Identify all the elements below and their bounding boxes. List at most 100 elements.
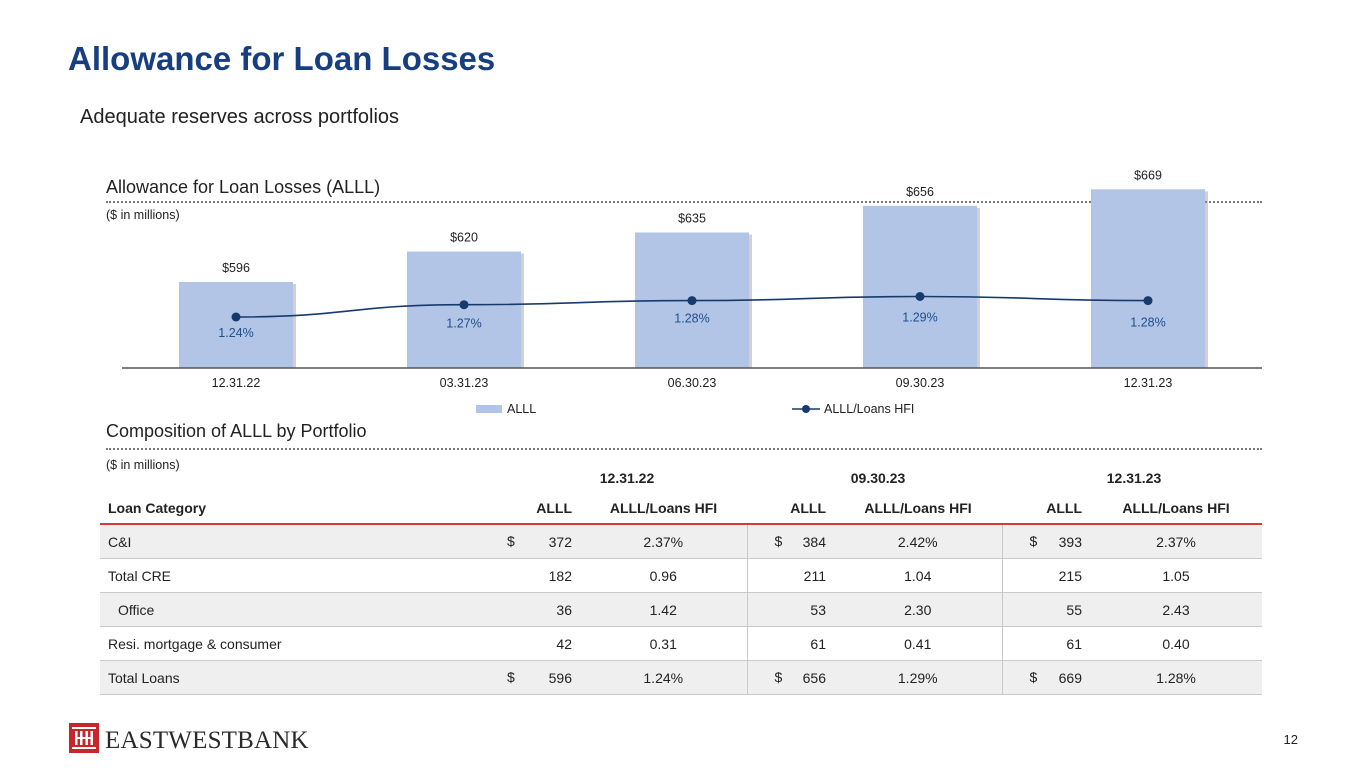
- alll-value: 61: [1066, 635, 1082, 652]
- alll-ratio-cell: 2.37%: [1090, 524, 1262, 559]
- ratio-label: 1.28%: [1130, 316, 1165, 330]
- alll-value-cell: $372: [480, 524, 580, 559]
- alll-ratio-cell: 0.40: [1090, 626, 1262, 661]
- alll-value-cell: 61: [1001, 626, 1090, 661]
- alll-value-cell: 182: [480, 558, 580, 593]
- ratio-label: 1.28%: [674, 312, 709, 326]
- alll-ratio-cell: 0.41: [834, 626, 1002, 661]
- chart-section-divider: [106, 201, 1262, 203]
- bar-value-label: $620: [450, 231, 478, 245]
- loan-category-cell: Total CRE: [100, 558, 480, 593]
- x-tick-label: 03.31.23: [440, 376, 489, 390]
- alll-value-cell: 215: [1001, 558, 1090, 593]
- alll-value: 669: [1058, 669, 1082, 686]
- alll-value: 215: [1058, 567, 1082, 584]
- table-header-row: Loan Category ALLL ALLL/Loans HFI ALLL A…: [100, 493, 1262, 525]
- alll-value-cell: $656: [746, 660, 834, 695]
- ratio-point: [231, 312, 241, 322]
- loan-category-cell: Office: [100, 592, 480, 627]
- chart-units-note: ($ in millions): [106, 208, 180, 222]
- bar-value-label: $596: [222, 261, 250, 275]
- alll-value: 384: [802, 533, 826, 550]
- alll-value-cell: 61: [746, 626, 834, 661]
- alll-value-cell: $393: [1001, 524, 1090, 559]
- alll-value: 182: [548, 567, 572, 584]
- page-number: 12: [1283, 732, 1298, 747]
- alll-ratio-cell: 1.42: [580, 592, 747, 627]
- alll-value: 42: [556, 635, 572, 652]
- x-tick-label: 09.30.23: [896, 376, 945, 390]
- composition-section-divider: [106, 448, 1262, 450]
- header-alll-loans-hfi: ALLL/Loans HFI: [1090, 493, 1262, 525]
- alll-bar: [863, 205, 977, 368]
- ratio-label: 1.24%: [218, 326, 253, 340]
- page-subtitle: Adequate reserves across portfolios: [80, 106, 400, 128]
- dollar-sign: $: [507, 533, 515, 549]
- alll-value: 656: [802, 669, 826, 686]
- alll-value-cell: 211: [746, 558, 834, 593]
- alll-chart: $596 $620 $635 $656 $669 1.24% 1.27% 1.28% 1.29%…: [122, 168, 1262, 416]
- period-header-12-31-22: 12.31.22: [599, 470, 655, 486]
- chart-section-title: Allowance for Loan Losses (ALLL): [106, 177, 381, 197]
- alll-ratio-cell: 2.30: [834, 592, 1002, 627]
- alll-ratio-cell: 2.42%: [834, 524, 1002, 559]
- alll-value-cell: 42: [480, 626, 580, 661]
- period-header-09-30-23: 09.30.23: [850, 470, 906, 486]
- ratio-point: [915, 292, 925, 301]
- table-row: Total Loans $596 1.24% $656 1.29% $669 1.28%: [100, 660, 1262, 695]
- alll-value: 36: [556, 601, 572, 618]
- legend-marker-ratio: [802, 405, 810, 413]
- alll-composition-table: Loan Category ALLL ALLL/Loans HFI ALLL A…: [100, 493, 1262, 695]
- table-row: Total CRE 182 0.96 211 1.04 215 1.05: [100, 558, 1262, 593]
- alll-ratio-cell: 0.31: [580, 626, 747, 661]
- east-west-bank-logo-icon: [69, 723, 99, 758]
- header-alll-loans-hfi: ALLL/Loans HFI: [580, 493, 747, 525]
- alll-value: 211: [803, 567, 826, 584]
- loan-category-cell: Resi. mortgage & consumer: [100, 626, 480, 661]
- legend-label-ratio: ALLL/Loans HFI: [824, 402, 914, 416]
- alll-value-cell: $669: [1001, 660, 1090, 695]
- legend-swatch-alll: [476, 405, 502, 413]
- loan-category-cell: Total Loans: [100, 660, 480, 695]
- alll-value: 393: [1058, 533, 1082, 550]
- table-row: C&I $372 2.37% $384 2.42% $393 2.37%: [100, 524, 1262, 559]
- ratio-point: [459, 300, 469, 310]
- alll-bar: [179, 282, 293, 368]
- ratio-point: [1143, 296, 1153, 306]
- composition-units-note: ($ in millions): [106, 458, 180, 472]
- alll-value-cell: $596: [480, 660, 580, 695]
- x-tick-label: 12.31.23: [1124, 376, 1173, 390]
- ratio-label: 1.29%: [902, 311, 937, 325]
- dollar-sign: $: [774, 533, 783, 549]
- dollar-sign: $: [1029, 533, 1038, 549]
- header-alll-loans-hfi: ALLL/Loans HFI: [834, 493, 1002, 525]
- alll-ratio-cell: 2.37%: [580, 524, 747, 559]
- x-tick-label: 12.31.22: [212, 376, 261, 390]
- table-row: Office 36 1.42 53 2.30 55 2.43: [100, 592, 1262, 627]
- alll-value: 53: [810, 601, 826, 618]
- alll-value-cell: 36: [480, 592, 580, 627]
- alll-ratio-cell: 0.96: [580, 558, 747, 593]
- alll-value-cell: 53: [746, 592, 834, 627]
- dollar-sign: $: [1029, 669, 1038, 685]
- header-alll: ALLL: [480, 493, 580, 525]
- alll-ratio-cell: 1.05: [1090, 558, 1262, 593]
- alll-ratio-cell: 1.04: [834, 558, 1002, 593]
- composition-section-title: Composition of ALLL by Portfolio: [106, 421, 367, 441]
- alll-bar: [1091, 189, 1205, 368]
- header-alll: ALLL: [747, 493, 834, 525]
- alll-ratio-cell: 1.24%: [580, 660, 747, 695]
- alll-ratio-cell: 2.43: [1090, 592, 1262, 627]
- alll-value: 372: [548, 533, 572, 550]
- x-tick-label: 06.30.23: [668, 376, 717, 390]
- logo-wordmark: EASTWESTBANK: [105, 727, 309, 754]
- header-loan-category: Loan Category: [100, 493, 480, 525]
- east-west-bank-logo: EASTWESTBANK: [69, 723, 309, 758]
- table-row: Resi. mortgage & consumer 42 0.31 61 0.41 61 0…: [100, 626, 1262, 661]
- alll-value: 55: [1066, 601, 1082, 618]
- bar-value-label: $635: [678, 211, 706, 225]
- legend-label-alll: ALLL: [507, 402, 536, 416]
- dollar-sign: $: [774, 669, 783, 685]
- loan-category-cell: C&I: [100, 524, 480, 559]
- bar-value-label: $656: [906, 185, 934, 199]
